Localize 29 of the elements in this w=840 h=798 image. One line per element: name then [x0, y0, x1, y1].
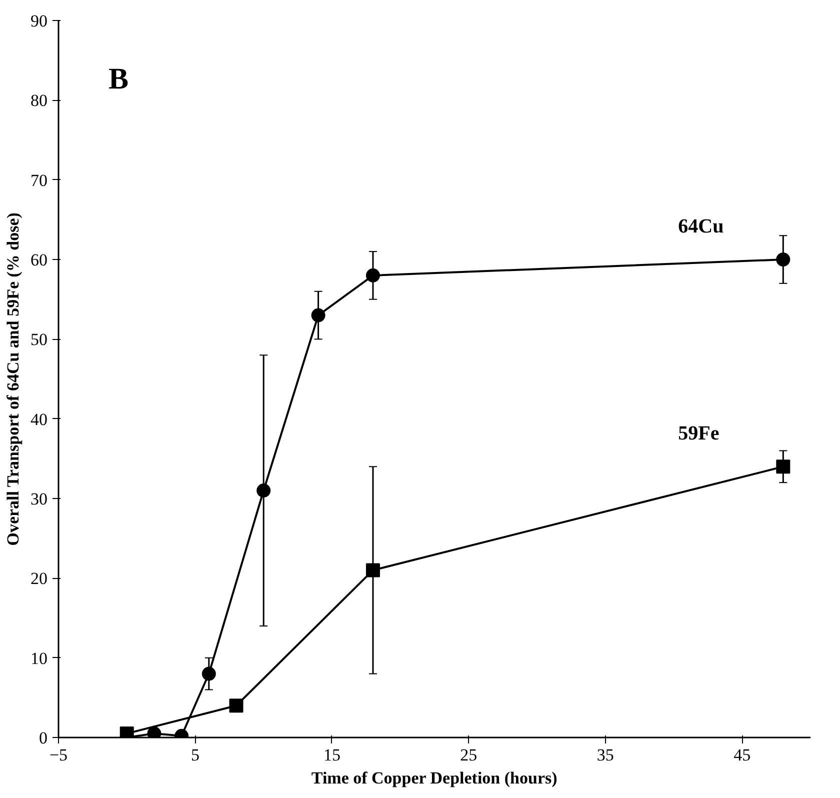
- x-tick-label: 25: [460, 746, 478, 764]
- point: [311, 308, 326, 322]
- x-tick-label: −5: [49, 746, 68, 764]
- x-tick-label: 5: [190, 746, 200, 764]
- y-tick-label: 10: [30, 648, 48, 668]
- x-axis-title: Time of Copper Depletion (hours): [311, 768, 558, 788]
- point: [776, 460, 790, 474]
- point: [366, 563, 380, 578]
- y-tick-label: 50: [30, 330, 48, 350]
- point: [366, 268, 380, 282]
- y-tick-label: 90: [30, 12, 48, 30]
- x-tick-label: 15: [323, 746, 340, 764]
- x-tick-label: 45: [734, 746, 751, 764]
- y-tick-label: 70: [30, 170, 48, 190]
- point: [202, 666, 216, 681]
- y-tick-label: 20: [30, 569, 48, 588]
- y-tick-label: 60: [30, 250, 48, 270]
- y-tick-label: 30: [30, 490, 48, 508]
- point: [229, 698, 244, 713]
- series-label: 64Cu: [678, 216, 724, 238]
- y-tick-label: 80: [30, 91, 48, 110]
- x-tick-label: 35: [596, 746, 614, 764]
- annotation: B: [108, 62, 129, 96]
- y-tick-label: 0: [39, 728, 48, 748]
- y-tick-label: 40: [30, 410, 48, 429]
- series-label: 59Fe: [678, 422, 720, 445]
- y-axis-title: Overall Transport of 64Cu and 59Fe (% dose): [4, 212, 22, 546]
- point: [776, 252, 790, 266]
- point: [256, 484, 271, 498]
